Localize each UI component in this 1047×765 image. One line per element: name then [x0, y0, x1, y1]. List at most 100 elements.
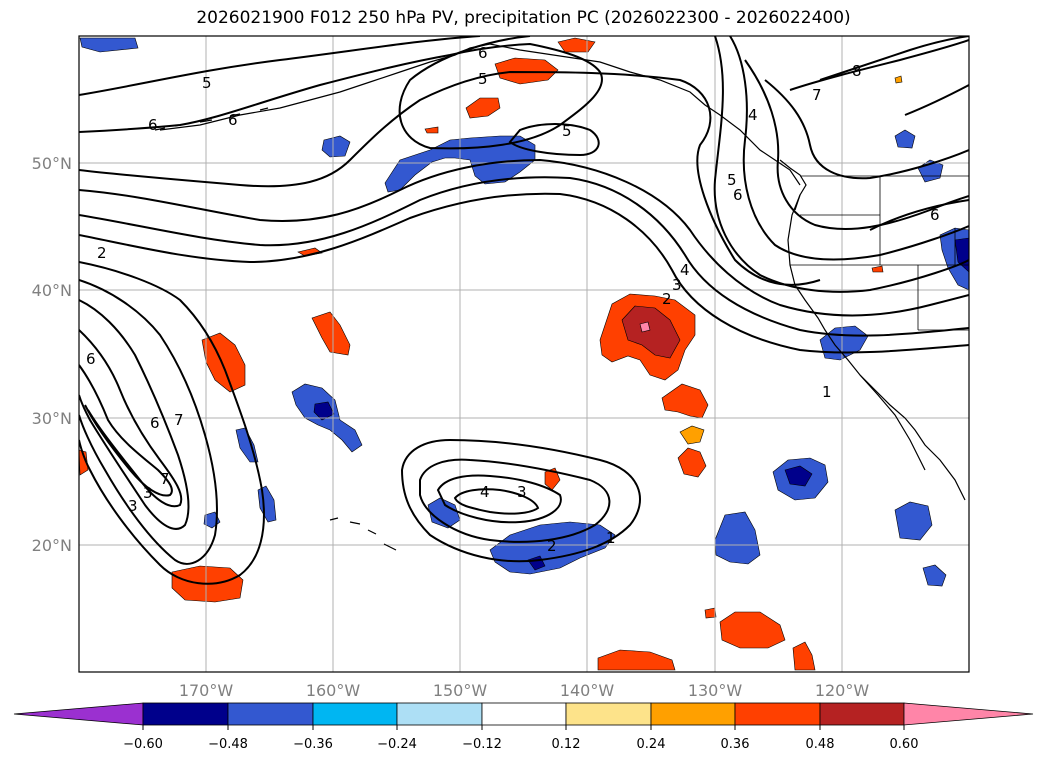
political-borders [790, 175, 969, 331]
precip-positive-area [544, 467, 561, 491]
precip-positive-area [79, 449, 89, 476]
precip-positive-area [639, 321, 651, 333]
contour-label: 1 [606, 529, 616, 547]
precip-positive-area [494, 57, 559, 85]
contour-label: 6 [478, 44, 488, 62]
colorbar-label: −0.60 [123, 737, 163, 752]
lon-label-170w: 170°W [179, 681, 234, 700]
colorbar-segment [481, 702, 567, 726]
precip-negative-area [894, 501, 933, 541]
state-borders [790, 176, 969, 331]
precip-positive-area [311, 311, 351, 356]
contour-label: 4 [748, 106, 758, 124]
colorbar-label: −0.48 [208, 737, 248, 752]
precip-negative-area [79, 37, 139, 53]
gridlines [79, 36, 969, 672]
contour-label: 4 [680, 261, 690, 279]
contour-label: 2 [662, 290, 672, 308]
latitude-labels: 50°N 40°N 30°N 20°N [32, 154, 72, 555]
lon-label-120w: 120°W [815, 681, 870, 700]
lon-label-140w: 140°W [560, 681, 615, 700]
figure-title: 2026021900 F012 250 hPa PV, precipitatio… [196, 8, 851, 28]
contour-label: 3 [672, 276, 682, 294]
colorbar-tick-labels: −0.60 −0.48 −0.36 −0.24 −0.12 0.12 0.24 … [123, 737, 918, 752]
precip-negative-area [714, 511, 761, 565]
contour-label: 5 [727, 171, 737, 189]
precip-positive-area [621, 305, 681, 359]
longitude-labels: 170°W 160°W 150°W 140°W 130°W 120°W [179, 681, 870, 700]
colorbar-segment [227, 702, 314, 726]
lat-label-50n: 50°N [32, 154, 72, 173]
colorbar-label: −0.12 [462, 737, 502, 752]
contour-label: 6 [150, 414, 160, 432]
contour-label: 5 [202, 74, 212, 92]
contour-label: 6 [148, 116, 158, 134]
contour-label: 4 [480, 483, 490, 501]
precip-positive-area [704, 607, 717, 619]
lon-label-150w: 150°W [433, 681, 488, 700]
precip-negative-area [257, 485, 277, 523]
contour-label: 2 [97, 244, 107, 262]
colorbar-label: 0.48 [806, 737, 835, 752]
precip-positive-area [792, 641, 816, 671]
colorbar-segment [734, 702, 821, 726]
lon-label-130w: 130°W [688, 681, 743, 700]
precip-positive-area [871, 265, 884, 273]
precip-positive-area [677, 447, 707, 478]
contour-label: 5 [478, 70, 488, 88]
contour-label: 8 [852, 62, 862, 80]
precip-negative-area [384, 135, 536, 193]
precip-negative-area [313, 401, 335, 421]
precip-positive-area [597, 649, 676, 671]
colorbar-label: 0.24 [637, 737, 666, 752]
lat-label-40n: 40°N [32, 281, 72, 300]
precip-negative-area [321, 135, 351, 158]
coastlines [154, 43, 966, 551]
contour-label: 1 [822, 383, 832, 401]
precip-positive-area [894, 75, 903, 84]
precip-negative-area [922, 564, 947, 587]
colorbar-label: −0.24 [377, 737, 417, 752]
colorbar-segment [312, 702, 398, 726]
contour-label: 7 [812, 86, 822, 104]
pv-contour-labels: 6 5 6 5 6 5 4 5 6 7 8 6 2 4 3 2 6 6 7 7 … [86, 44, 940, 555]
baja-california [859, 374, 926, 471]
colorbar-segment [396, 702, 483, 726]
contour-label: 3 [128, 497, 138, 515]
contour-label: 3 [517, 483, 527, 501]
colorbar-label: −0.36 [293, 737, 333, 752]
precipitation-shading [79, 37, 969, 671]
precip-positive-area [465, 97, 501, 119]
colorbar-segment [142, 702, 229, 726]
contour-label: 2 [547, 537, 557, 555]
contour-label: 5 [562, 122, 572, 140]
precip-positive-area [719, 611, 786, 649]
colorbar-label: 0.36 [721, 737, 750, 752]
lon-label-160w: 160°W [306, 681, 361, 700]
contour-label: 6 [733, 186, 743, 204]
colorbar-extend-right [903, 702, 1034, 726]
map-frame [78, 35, 970, 673]
precip-positive-area [557, 37, 596, 53]
colorbar-segment [565, 702, 652, 726]
contour-label: 7 [160, 470, 170, 488]
precip-negative-area [894, 129, 916, 149]
precip-positive-area [679, 425, 705, 445]
precip-negative-area [784, 465, 813, 487]
contour-label: 6 [86, 350, 96, 368]
precip-positive-area [661, 383, 709, 419]
lat-label-30n: 30°N [32, 409, 72, 428]
precip-positive-area [424, 126, 439, 134]
colorbar-ticks [142, 725, 905, 730]
lat-label-20n: 20°N [32, 536, 72, 555]
contour-label: 3 [143, 484, 153, 502]
british-columbia-coast [779, 159, 807, 211]
contour-label: 7 [174, 411, 184, 429]
hawaii-islands [329, 517, 397, 551]
precip-positive-area [201, 332, 246, 393]
colorbar-segment [819, 702, 905, 726]
alaska-coastline [159, 43, 801, 186]
colorbar-extend-left [13, 702, 144, 726]
colorbar-label: 0.60 [890, 737, 919, 752]
